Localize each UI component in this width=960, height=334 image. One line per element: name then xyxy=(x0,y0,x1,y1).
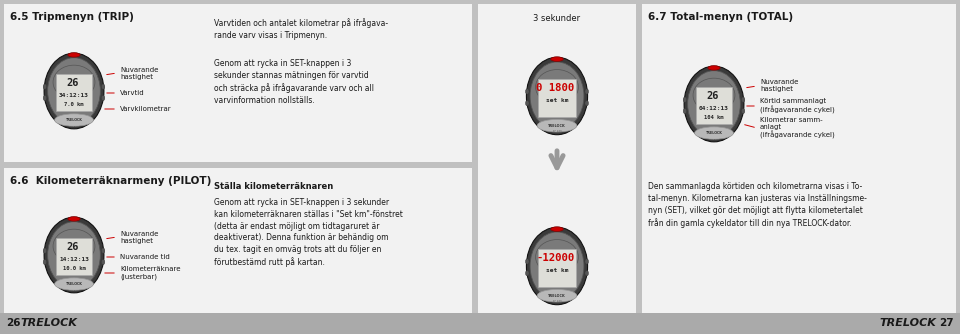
Ellipse shape xyxy=(48,58,101,124)
Text: Nuvarande tid: Nuvarande tid xyxy=(120,254,170,260)
Text: Nuvarande
hastighet: Nuvarande hastighet xyxy=(120,66,158,79)
Text: TRELOCK: TRELOCK xyxy=(548,294,565,298)
Ellipse shape xyxy=(43,260,47,265)
Ellipse shape xyxy=(102,260,105,265)
FancyBboxPatch shape xyxy=(539,79,576,117)
Text: 14:12:13: 14:12:13 xyxy=(59,257,89,262)
Ellipse shape xyxy=(695,127,733,139)
Text: -12000: -12000 xyxy=(536,253,574,263)
Ellipse shape xyxy=(55,114,93,126)
Ellipse shape xyxy=(43,96,47,101)
Text: Kilometerräknare
(justerbar): Kilometerräknare (justerbar) xyxy=(120,266,180,280)
FancyBboxPatch shape xyxy=(56,238,92,275)
Text: 104 km: 104 km xyxy=(705,115,724,120)
Text: 6.5 Tripmenyn (TRIP): 6.5 Tripmenyn (TRIP) xyxy=(10,12,133,22)
FancyBboxPatch shape xyxy=(0,313,960,334)
Text: 3 sekunder: 3 sekunder xyxy=(534,14,581,23)
Text: 26: 26 xyxy=(6,319,20,329)
FancyBboxPatch shape xyxy=(539,249,576,287)
Text: Nuvarande
hastighet: Nuvarande hastighet xyxy=(760,79,799,93)
Ellipse shape xyxy=(102,96,105,101)
Ellipse shape xyxy=(530,62,584,130)
Ellipse shape xyxy=(68,217,80,221)
FancyBboxPatch shape xyxy=(642,4,956,326)
Ellipse shape xyxy=(585,89,588,94)
Ellipse shape xyxy=(102,84,105,89)
Text: Varvkilometrar: Varvkilometrar xyxy=(120,106,172,112)
Text: Kilometrar samm-
anlagt
(ifrågavarande cykel): Kilometrar samm- anlagt (ifrågavarande c… xyxy=(760,117,835,139)
Ellipse shape xyxy=(68,53,80,57)
Text: 27: 27 xyxy=(940,319,954,329)
Ellipse shape xyxy=(525,259,529,264)
Ellipse shape xyxy=(538,119,577,132)
Ellipse shape xyxy=(44,53,104,129)
Text: 26: 26 xyxy=(706,91,718,101)
Text: FC 840: FC 840 xyxy=(70,290,78,291)
Text: Varvtid: Varvtid xyxy=(120,90,145,96)
Ellipse shape xyxy=(530,232,584,300)
Text: 6.7 Total-menyn (TOTAL): 6.7 Total-menyn (TOTAL) xyxy=(648,12,793,22)
Ellipse shape xyxy=(684,109,686,114)
Text: TRELOCK: TRELOCK xyxy=(706,131,723,135)
Ellipse shape xyxy=(708,66,720,70)
Ellipse shape xyxy=(43,248,47,253)
Text: 26: 26 xyxy=(66,242,79,252)
Text: 26: 26 xyxy=(66,78,79,88)
Ellipse shape xyxy=(741,97,745,102)
Text: Den sammanlagda körtiden och kilometrarna visas i To-
tal-menyn. Kilometrarna ka: Den sammanlagda körtiden och kilometrarn… xyxy=(648,182,867,228)
Ellipse shape xyxy=(551,227,564,231)
Text: 04:12:13: 04:12:13 xyxy=(699,106,729,111)
Ellipse shape xyxy=(585,101,588,106)
Text: set km: set km xyxy=(545,98,568,103)
Ellipse shape xyxy=(525,101,529,106)
Text: TRELOCK: TRELOCK xyxy=(879,319,936,329)
Ellipse shape xyxy=(741,109,745,114)
Text: Körtid sammanlagt
(ifrågavarande cykel): Körtid sammanlagt (ifrågavarande cykel) xyxy=(760,98,835,114)
Text: 7.0 km: 7.0 km xyxy=(64,102,84,107)
FancyBboxPatch shape xyxy=(478,4,636,326)
Ellipse shape xyxy=(551,57,564,61)
Text: Genom att rycka in SET-knappen i 3
sekunder stannas mätningen för varvtid
och st: Genom att rycka in SET-knappen i 3 sekun… xyxy=(214,59,374,105)
Text: Nuvarande
hastighet: Nuvarande hastighet xyxy=(120,230,158,243)
Ellipse shape xyxy=(684,97,686,102)
FancyBboxPatch shape xyxy=(4,4,472,162)
Text: FC 840: FC 840 xyxy=(553,300,562,304)
Ellipse shape xyxy=(684,66,744,142)
Text: 6.6  Kilometerräknarmeny (PILOT): 6.6 Kilometerräknarmeny (PILOT) xyxy=(10,176,211,186)
Ellipse shape xyxy=(44,217,104,293)
Text: TRELOCK: TRELOCK xyxy=(20,319,77,329)
FancyBboxPatch shape xyxy=(695,87,732,124)
Text: set km: set km xyxy=(545,268,568,273)
Ellipse shape xyxy=(48,222,101,288)
Ellipse shape xyxy=(687,71,740,137)
Ellipse shape xyxy=(526,227,588,305)
Text: 34:12:13: 34:12:13 xyxy=(59,93,89,98)
FancyBboxPatch shape xyxy=(56,74,92,111)
Text: FC 840: FC 840 xyxy=(70,126,78,127)
Ellipse shape xyxy=(526,57,588,135)
Text: 10.0 km: 10.0 km xyxy=(62,266,85,271)
Text: FC 840: FC 840 xyxy=(553,130,562,134)
Text: Ställa kilometerräknaren: Ställa kilometerräknaren xyxy=(214,182,333,191)
Text: 0 1800: 0 1800 xyxy=(536,83,574,93)
Text: Varvtiden och antalet kilometrar på ifrågava-
rande varv visas i Tripmenyn.: Varvtiden och antalet kilometrar på ifrå… xyxy=(214,18,388,40)
Ellipse shape xyxy=(525,89,529,94)
Ellipse shape xyxy=(102,248,105,253)
Text: TRELOCK: TRELOCK xyxy=(65,282,83,286)
Text: TRELOCK: TRELOCK xyxy=(65,118,83,122)
Ellipse shape xyxy=(585,271,588,276)
Ellipse shape xyxy=(55,278,93,290)
Text: FC 840: FC 840 xyxy=(709,139,718,140)
Ellipse shape xyxy=(43,84,47,89)
Ellipse shape xyxy=(525,271,529,276)
FancyBboxPatch shape xyxy=(4,168,472,326)
Ellipse shape xyxy=(585,259,588,264)
Ellipse shape xyxy=(538,289,577,302)
Text: TRELOCK: TRELOCK xyxy=(548,124,565,128)
Text: Genom att rycka in SET-knappen i 3 sekunder
kan kilometerräknaren ställas i "Set: Genom att rycka in SET-knappen i 3 sekun… xyxy=(214,198,403,267)
